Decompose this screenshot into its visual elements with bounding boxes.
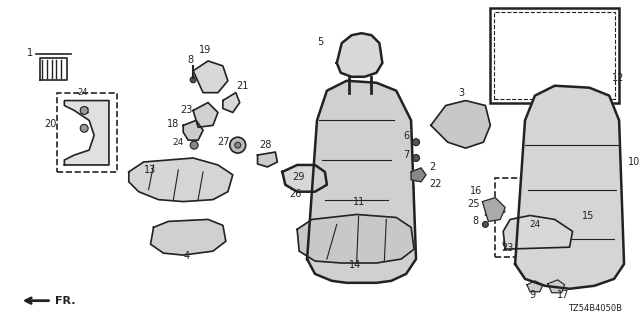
Text: 6: 6	[403, 131, 409, 141]
Polygon shape	[193, 61, 228, 93]
Text: 23: 23	[180, 106, 193, 116]
Circle shape	[503, 238, 513, 248]
Polygon shape	[431, 100, 490, 148]
Text: 22: 22	[429, 179, 442, 189]
Text: 29: 29	[292, 172, 305, 182]
Bar	[58, 93, 117, 172]
Circle shape	[531, 231, 539, 239]
Text: 14: 14	[349, 260, 361, 270]
Text: 23: 23	[501, 243, 513, 253]
Text: 24: 24	[172, 138, 183, 147]
Text: 5: 5	[317, 37, 324, 47]
Polygon shape	[193, 102, 218, 127]
Circle shape	[408, 185, 414, 191]
Text: 17: 17	[557, 290, 569, 300]
Text: 24: 24	[529, 220, 541, 229]
Polygon shape	[223, 93, 240, 112]
Polygon shape	[257, 152, 277, 167]
Text: 15: 15	[582, 212, 594, 221]
Text: 25: 25	[467, 198, 479, 209]
Text: 18: 18	[167, 119, 179, 129]
Bar	[490, 8, 619, 102]
Text: FR.: FR.	[56, 296, 76, 306]
Polygon shape	[282, 165, 327, 192]
Bar	[495, 178, 577, 257]
Polygon shape	[150, 220, 226, 255]
Text: 24: 24	[79, 108, 90, 116]
Text: 13: 13	[143, 165, 156, 175]
Text: 7: 7	[403, 150, 409, 160]
Text: 11: 11	[353, 196, 365, 207]
Circle shape	[80, 107, 88, 115]
Text: 10: 10	[628, 157, 640, 167]
Polygon shape	[548, 280, 564, 293]
Text: 8: 8	[472, 216, 479, 226]
Polygon shape	[183, 120, 203, 140]
Polygon shape	[337, 33, 382, 77]
Text: 26: 26	[289, 189, 301, 199]
Text: 12: 12	[612, 73, 624, 83]
Circle shape	[190, 141, 198, 149]
Text: 9: 9	[529, 290, 535, 300]
Text: 4: 4	[183, 251, 189, 261]
Text: 3: 3	[458, 88, 465, 98]
Text: 21: 21	[236, 81, 248, 91]
Text: 1: 1	[27, 48, 33, 58]
Circle shape	[483, 221, 488, 227]
Text: 19: 19	[199, 45, 211, 55]
Circle shape	[230, 137, 246, 153]
Polygon shape	[129, 158, 233, 202]
Circle shape	[190, 77, 196, 83]
Text: TZ54B4050B: TZ54B4050B	[568, 304, 622, 313]
Polygon shape	[503, 215, 573, 249]
Polygon shape	[483, 198, 505, 221]
Polygon shape	[411, 168, 426, 182]
Circle shape	[235, 142, 241, 148]
Text: 16: 16	[470, 186, 483, 196]
Text: 27: 27	[218, 137, 230, 147]
Circle shape	[80, 124, 88, 132]
Circle shape	[413, 139, 419, 146]
Polygon shape	[307, 81, 416, 283]
Polygon shape	[527, 281, 543, 292]
Bar	[494, 12, 615, 99]
Text: 2: 2	[429, 162, 435, 172]
Polygon shape	[65, 100, 109, 165]
Text: 20: 20	[44, 119, 56, 129]
Polygon shape	[515, 86, 624, 289]
Text: 8: 8	[187, 55, 193, 65]
Circle shape	[413, 155, 419, 162]
Text: 28: 28	[259, 140, 271, 150]
Text: 24: 24	[77, 88, 88, 97]
Polygon shape	[297, 214, 414, 263]
